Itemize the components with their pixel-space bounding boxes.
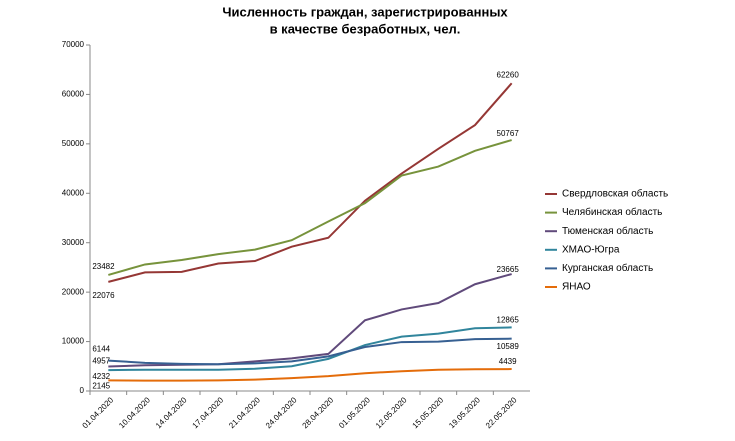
x-tick-label: 24.04.2020 [264,395,299,430]
legend-label: ЯНАО [562,282,591,293]
x-tick-label: 14.04.2020 [154,395,189,430]
y-tick-label: 20000 [62,287,85,296]
x-tick-label: 17.04.2020 [191,395,226,430]
legend-label: Тюменская область [562,225,653,237]
series-line [108,139,512,276]
x-tick-label: 21.04.2020 [227,395,262,430]
x-tick-label: 28.04.2020 [301,395,336,430]
data-label: 10589 [497,342,520,351]
series-line [108,326,512,372]
legend-label: Курганская область [562,262,653,274]
data-label: 12865 [497,316,520,325]
data-label: 6144 [92,345,110,354]
series-line [108,273,512,368]
data-label: 62260 [497,70,520,79]
x-tick-label: 10.04.2020 [117,395,152,430]
y-tick-label: 30000 [62,238,85,247]
legend-label: Челябинская область [562,206,662,218]
x-tick-label: 12.05.2020 [374,395,409,430]
legend-label: Свердловская область [562,188,668,200]
x-tick-label: 15.05.2020 [411,395,446,430]
y-tick-label: 0 [80,386,85,395]
series-line [108,368,512,382]
x-tick-label: 19.05.2020 [447,395,482,430]
data-label: 22076 [92,291,115,300]
data-label: 23665 [497,265,520,274]
x-tick-label: 01.05.2020 [337,395,372,430]
y-tick-label: 70000 [62,40,85,49]
data-label: 4232 [92,372,110,381]
data-label: 50767 [497,129,520,138]
series-line [108,337,512,366]
x-tick-label: 22.05.2020 [484,395,519,430]
data-label: 4957 [92,357,110,366]
y-tick-label: 10000 [62,337,85,346]
data-label: 23482 [92,262,115,271]
legend-label: ХМАО-Югра [562,244,620,255]
series-line [108,82,513,283]
data-label: 2145 [92,382,110,391]
chart-title: в качестве безработных, чел. [270,21,461,36]
y-tick-label: 40000 [62,188,85,197]
data-label: 4439 [499,357,517,366]
chart-title: Численность граждан, зарегистрированных [222,4,508,19]
y-tick-label: 60000 [62,90,85,99]
y-tick-label: 50000 [62,139,85,148]
x-tick-label: 01.04.2020 [81,395,116,430]
